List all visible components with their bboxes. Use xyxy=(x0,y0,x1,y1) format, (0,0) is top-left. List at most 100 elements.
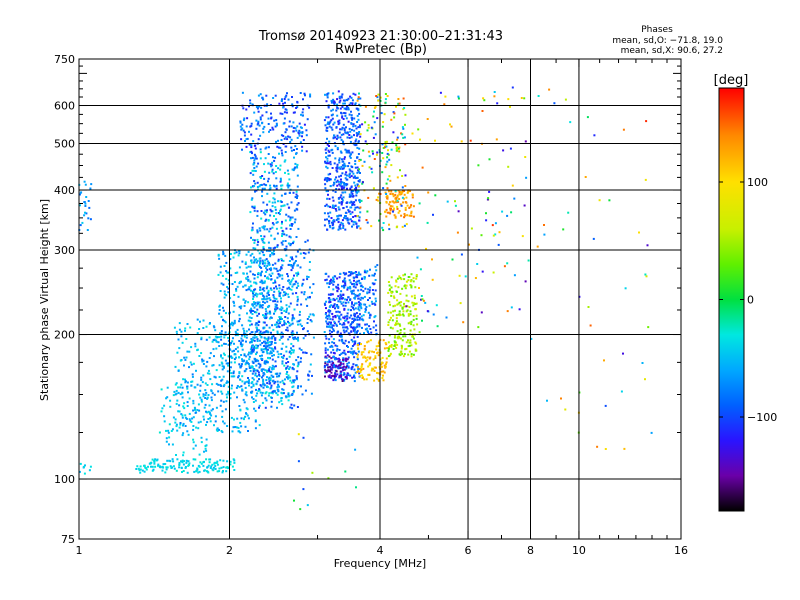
data-point xyxy=(345,126,347,129)
data-point xyxy=(402,355,405,358)
data-point xyxy=(273,354,275,357)
data-point xyxy=(304,94,306,97)
data-point xyxy=(85,212,88,215)
data-point xyxy=(290,342,293,345)
data-point xyxy=(166,466,169,469)
data-point xyxy=(182,463,185,466)
data-point xyxy=(400,350,403,353)
data-point xyxy=(399,292,402,295)
data-point xyxy=(389,205,392,208)
data-point xyxy=(184,467,187,469)
data-point xyxy=(401,126,404,129)
data-point xyxy=(221,274,224,277)
data-point xyxy=(399,304,402,307)
data-point xyxy=(180,383,183,386)
data-point xyxy=(306,239,309,242)
data-point xyxy=(88,206,91,209)
data-point xyxy=(356,107,359,110)
data-point xyxy=(251,205,254,208)
data-point xyxy=(197,421,200,424)
data-point xyxy=(352,190,355,192)
data-point xyxy=(234,348,237,351)
data-point xyxy=(250,261,253,264)
data-point xyxy=(310,291,313,294)
data-point xyxy=(250,236,252,239)
data-point xyxy=(391,327,394,330)
data-point xyxy=(331,227,334,230)
data-point xyxy=(281,335,284,338)
data-point xyxy=(341,222,344,225)
data-point xyxy=(264,308,267,310)
data-point xyxy=(218,312,221,315)
data-point xyxy=(224,343,227,345)
data-point xyxy=(235,251,238,254)
data-point xyxy=(161,465,164,468)
data-point xyxy=(356,171,359,174)
data-point xyxy=(340,133,343,136)
data-point xyxy=(239,121,242,124)
data-point xyxy=(255,261,258,264)
data-point xyxy=(357,190,360,193)
data-point xyxy=(258,264,261,267)
data-point xyxy=(345,108,348,111)
data-point xyxy=(457,210,460,213)
data-point xyxy=(518,308,521,311)
data-point xyxy=(285,329,288,331)
data-point xyxy=(327,162,330,165)
data-point xyxy=(285,367,288,370)
data-point xyxy=(395,280,398,283)
data-point xyxy=(256,210,259,213)
data-point xyxy=(336,184,339,187)
data-point xyxy=(332,184,335,187)
data-point xyxy=(253,274,256,276)
data-point xyxy=(469,139,472,142)
data-point xyxy=(377,354,380,357)
data-point xyxy=(350,96,353,99)
data-point xyxy=(251,226,254,229)
data-point xyxy=(356,331,358,334)
data-point xyxy=(481,110,484,112)
data-point xyxy=(192,416,195,419)
data-point xyxy=(242,398,245,401)
data-point xyxy=(457,97,460,100)
data-point xyxy=(537,95,540,97)
data-point xyxy=(351,283,354,286)
data-point xyxy=(238,363,241,366)
data-point xyxy=(222,250,225,253)
data-point xyxy=(527,259,530,262)
data-point xyxy=(263,321,266,324)
data-point xyxy=(275,212,278,215)
data-point xyxy=(360,364,363,367)
data-point xyxy=(253,339,256,342)
data-point xyxy=(367,351,370,354)
data-point xyxy=(521,235,524,238)
data-point xyxy=(352,92,355,95)
data-point xyxy=(330,114,333,117)
data-point xyxy=(374,303,377,306)
data-point xyxy=(293,404,296,407)
data-point xyxy=(252,140,255,143)
data-point xyxy=(248,355,251,358)
data-point xyxy=(227,391,230,394)
data-point xyxy=(260,272,262,275)
data-point xyxy=(289,256,292,259)
data-point xyxy=(167,431,170,434)
data-point xyxy=(235,426,238,429)
data-point xyxy=(292,336,295,339)
data-point xyxy=(342,118,345,120)
data-point xyxy=(264,262,266,265)
data-point xyxy=(209,417,211,420)
data-point xyxy=(262,261,265,263)
data-point xyxy=(238,266,241,269)
data-point xyxy=(338,157,341,160)
data-point xyxy=(181,386,184,389)
data-point xyxy=(87,200,90,202)
data-point xyxy=(622,128,625,131)
data-point xyxy=(226,271,229,274)
data-point xyxy=(268,304,271,307)
data-point xyxy=(225,294,228,297)
data-point xyxy=(182,451,185,454)
data-point xyxy=(343,342,346,345)
y-tick-label: 100 xyxy=(54,473,75,486)
data-point xyxy=(374,315,377,318)
